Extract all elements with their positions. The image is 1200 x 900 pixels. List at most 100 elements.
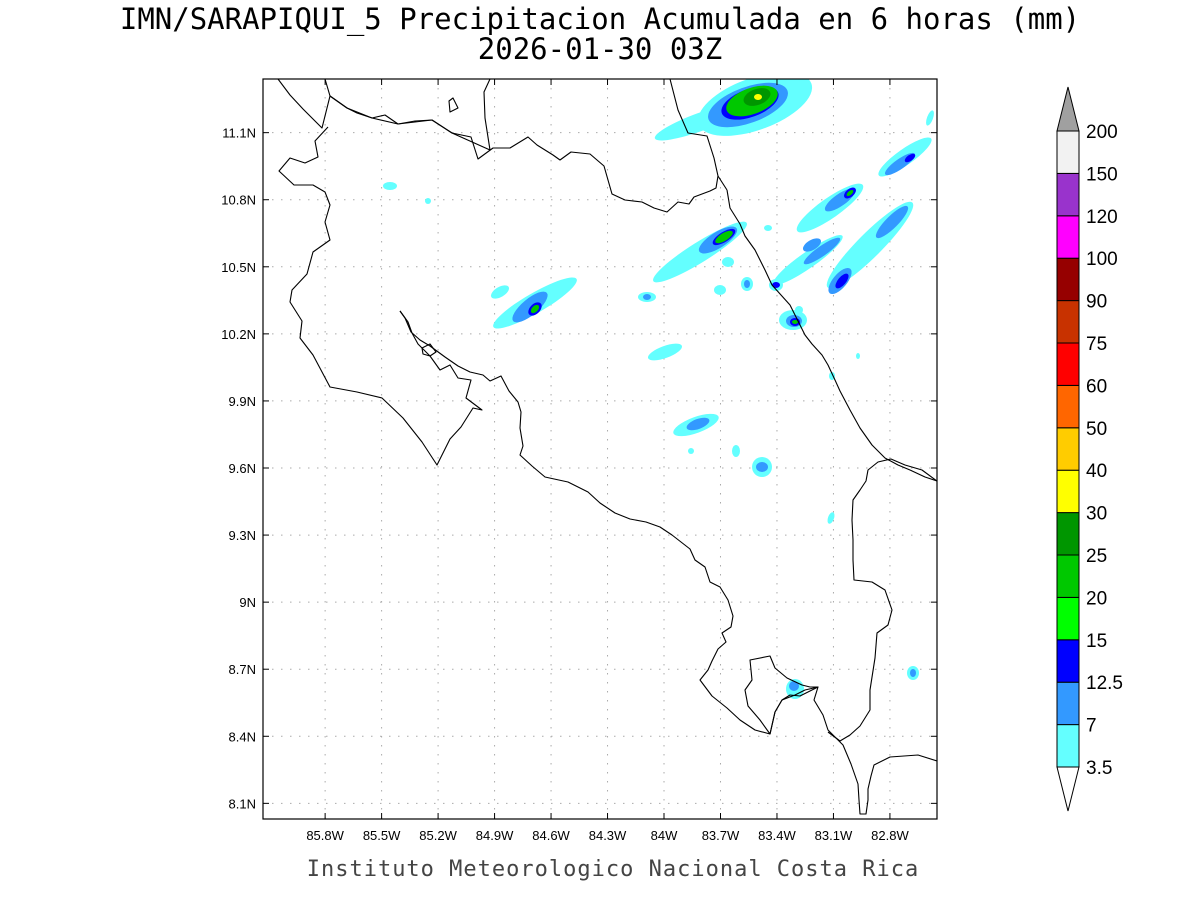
legend-threshold-label: 120 — [1086, 207, 1118, 228]
y-tick-label: 8.1N — [229, 796, 256, 811]
legend-threshold-label: 20 — [1086, 588, 1107, 609]
panama-border — [827, 458, 937, 742]
x-tick-label: 84.6W — [532, 828, 570, 843]
legend-threshold-label: 90 — [1086, 292, 1107, 313]
gulf-of-nicoya — [399, 310, 937, 815]
y-tick-label: 9N — [239, 595, 256, 610]
legend-swatch — [1056, 639, 1080, 683]
precip-cell-3.5mm — [856, 353, 860, 359]
x-tick-label: 84.3W — [589, 828, 627, 843]
x-tick-label: 84W — [651, 828, 678, 843]
pacific-coast-north — [278, 126, 483, 466]
precip-cell-3.5mm — [795, 306, 803, 314]
legend-swatch — [1056, 300, 1080, 344]
precip-cell-3.5mm — [647, 343, 683, 361]
x-tick-label: 82.8W — [871, 828, 909, 843]
precip-cell-7mm — [686, 417, 710, 431]
precip-cell-7mm — [756, 462, 768, 472]
precipitation-shading — [383, 79, 934, 699]
legend-swatch — [1056, 384, 1080, 429]
precip-cell-15mm — [715, 230, 733, 244]
lake-arenal — [421, 343, 437, 357]
y-tick-label: 11.1N — [222, 126, 256, 141]
precip-cell-3.5mm — [714, 285, 726, 295]
precip-cell-7mm — [744, 280, 750, 288]
map-title: IMN/SARAPIQUI_5 Precipitacion Acumulada … — [120, 2, 1080, 37]
precip-cell-3.5mm — [490, 285, 510, 299]
precip-cell-3.5mm — [827, 512, 835, 524]
precip-cell-3.5mm — [732, 445, 740, 457]
y-tick-label: 10.8N — [221, 193, 256, 208]
y-tick-label: 10.2N — [221, 327, 256, 342]
island-outline — [448, 97, 459, 113]
legend-threshold-label: 15 — [1086, 631, 1107, 652]
precip-cell-7mm — [789, 681, 799, 691]
y-tick-label: 10.5N — [221, 260, 256, 275]
map-frame — [262, 78, 938, 820]
caribbean-coast-costa-rica — [726, 189, 937, 482]
y-tick-label: 8.7N — [229, 662, 256, 677]
precip-cell-3.5mm — [688, 448, 694, 454]
legend-swatch — [1056, 724, 1080, 768]
legend-threshold-label: 7 — [1086, 716, 1097, 737]
y-tick-label: 8.4N — [229, 729, 256, 744]
legend-threshold-label: 100 — [1086, 249, 1118, 270]
legend-over-arrow — [1056, 86, 1080, 132]
precip-cell-7mm — [910, 669, 916, 677]
legend-swatch — [1056, 596, 1080, 641]
legend-threshold-label: 200 — [1086, 122, 1118, 143]
precip-cell-30mm — [754, 94, 762, 100]
legend-swatch — [1056, 215, 1080, 259]
x-tick-label: 85.2W — [419, 828, 457, 843]
map-subtitle: 2026-01-30 03Z — [478, 32, 722, 66]
precip-cell-7mm — [803, 237, 841, 265]
legend-threshold-label: 40 — [1086, 461, 1107, 482]
precip-cell-7mm — [802, 238, 822, 252]
legend-swatch — [1056, 554, 1080, 598]
legend-threshold-label: 12.5 — [1086, 673, 1123, 694]
precip-cell-3.5mm — [722, 257, 734, 267]
nicaragua-border — [277, 79, 719, 213]
legend-threshold-label: 60 — [1086, 376, 1107, 397]
legend-threshold-label: 30 — [1086, 504, 1107, 525]
credit-text: Instituto Meteorologico Nacional Costa R… — [307, 857, 920, 882]
legend-swatch — [1056, 512, 1080, 556]
legend-swatch — [1056, 681, 1080, 726]
legend-swatch — [1056, 130, 1080, 174]
legend-swatch — [1056, 257, 1080, 302]
axis-ticks: 85.8W 85.5W 85.2W 84.9W 84.6W 84.3W 84W 83.7W 83… — [221, 79, 937, 843]
x-tick-label: 83.7W — [702, 828, 740, 843]
legend-threshold-label: 25 — [1086, 546, 1107, 567]
legend-swatch — [1056, 172, 1080, 217]
coastline-borders — [277, 79, 937, 815]
x-tick-label: 83.4W — [758, 828, 796, 843]
legend-threshold-label: 75 — [1086, 334, 1107, 355]
legend-threshold-label: 50 — [1086, 419, 1107, 440]
precip-cell-7mm — [512, 291, 548, 323]
legend-under-arrow — [1056, 766, 1080, 812]
osa-peninsula — [744, 655, 819, 735]
y-tick-label: 9.6N — [229, 461, 256, 476]
x-tick-label: 85.5W — [363, 828, 401, 843]
map-background — [263, 79, 937, 819]
color-legend: 3.5 7 12.5 15 20 25 30 40 50 60 75 90 100 120 150 200 — [1056, 86, 1123, 812]
y-tick-label: 9.3N — [229, 528, 256, 543]
legend-color-bar — [1056, 86, 1080, 812]
legend-threshold-label: 150 — [1086, 164, 1118, 185]
precip-cell-12.5mm — [835, 273, 849, 289]
legend-swatch — [1056, 427, 1080, 471]
precip-cell-15mm — [846, 190, 854, 196]
precip-cell-3.5mm — [383, 182, 397, 190]
precip-cell-7mm — [875, 205, 909, 239]
lake-nicaragua — [324, 79, 491, 151]
y-tick-label: 9.9N — [229, 394, 256, 409]
map-plot-area: 85.8W 85.5W 85.2W 84.9W 84.6W 84.3W 84W 83.7W 83… — [221, 78, 938, 843]
precip-cell-3.5mm — [425, 198, 431, 204]
precip-cell-12.5mm — [904, 153, 916, 163]
graticule — [263, 79, 937, 819]
legend-swatch — [1056, 342, 1080, 386]
legend-swatch — [1056, 469, 1080, 514]
precip-cell-15mm — [792, 320, 798, 324]
precip-cell-3.5mm — [764, 225, 772, 231]
